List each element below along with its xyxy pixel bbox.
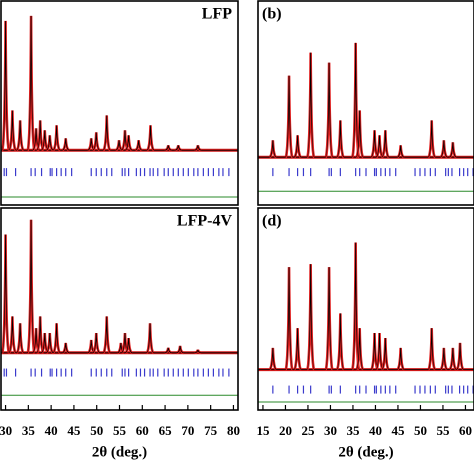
x-tick-label: 70: [181, 423, 194, 438]
peak-calculated: [306, 264, 315, 370]
x-tick-label: 30: [324, 423, 337, 438]
frame: [257, 0, 474, 206]
peak-calculated: [8, 110, 17, 151]
peak-calculated: [456, 342, 464, 370]
peak-calculated: [269, 140, 277, 158]
peak-calculated: [381, 130, 390, 158]
peak-calculated: [92, 333, 101, 354]
x-tick-label: 45: [391, 423, 405, 438]
x-tick-label: 20: [279, 423, 292, 438]
peak-calculated: [427, 120, 436, 158]
peak-calculated: [52, 323, 61, 354]
frame: [257, 207, 474, 411]
x-tick-label: 60: [136, 423, 149, 438]
peak-calculated: [16, 120, 24, 151]
peak-calculated: [285, 267, 294, 370]
peak-calculated: [375, 135, 384, 158]
peak-calculated: [92, 132, 101, 151]
x-axis-label: 2θ (deg.): [338, 444, 393, 460]
peak-calculated: [375, 333, 384, 370]
x-tick-label: 75: [204, 423, 218, 438]
peak-calculated: [396, 347, 405, 370]
panel-label: LFP-4V: [177, 213, 233, 230]
peak-calculated: [325, 267, 334, 370]
peak-calculated: [336, 313, 345, 370]
peak-calculated: [164, 145, 172, 151]
peak-calculated: [62, 138, 70, 151]
x-tick-label: 40: [369, 423, 382, 438]
peak-calculated: [355, 110, 364, 158]
peak-calculated: [16, 323, 24, 354]
peak-calculated: [306, 52, 315, 158]
peak-calculated: [269, 347, 277, 370]
peak-calculated: [27, 15, 36, 151]
peak-calculated: [174, 145, 182, 151]
panel: [258, 242, 474, 403]
peak-calculated: [102, 316, 111, 354]
panel: [1, 219, 238, 396]
frame: [0, 207, 239, 411]
x-tick-label: 80: [227, 423, 240, 438]
x-tick-label: 15: [256, 423, 270, 438]
panel-label: (d): [262, 213, 282, 230]
peak-calculated: [46, 333, 54, 354]
peak-calculated: [336, 120, 345, 158]
peak-calculated: [27, 219, 36, 354]
x-tick-label: 50: [414, 423, 427, 438]
x-tick-label: 25: [301, 423, 315, 438]
peak-calculated: [1, 234, 10, 354]
peak-calculated: [52, 125, 61, 151]
peak-calculated: [396, 145, 405, 158]
x-tick-label: 50: [90, 423, 103, 438]
peak-calculated: [46, 135, 54, 151]
peak-calculated: [285, 75, 294, 158]
x-tick-label: 55: [436, 423, 450, 438]
peak-calculated: [293, 328, 302, 370]
peak-calculated: [62, 342, 70, 354]
x-tick-label: 40: [45, 423, 58, 438]
panel: [258, 42, 474, 192]
x-tick-label: 30: [0, 423, 12, 438]
peak-calculated: [194, 349, 202, 354]
peak-calculated: [381, 338, 390, 370]
peak-calculated: [1, 20, 10, 151]
peak-calculated: [427, 328, 436, 370]
peak-calculated: [124, 135, 133, 151]
x-tick-label: 35: [346, 423, 360, 438]
peak-calculated: [449, 347, 457, 370]
peak-calculated: [176, 345, 184, 354]
peak-calculated: [134, 140, 143, 151]
x-tick-label: 55: [113, 423, 127, 438]
peak-calculated: [102, 115, 111, 151]
peak-calculated: [146, 323, 154, 354]
peak-calculated: [164, 347, 172, 354]
panel-label: LFP: [202, 6, 232, 23]
peak-calculated: [355, 328, 364, 370]
x-tick-label: 35: [22, 423, 36, 438]
panel: [1, 15, 238, 198]
frame: [0, 0, 239, 206]
panel-label: (b): [262, 6, 282, 23]
peak-calculated: [115, 140, 123, 151]
peak-calculated: [440, 140, 448, 158]
x-tick-label: 60: [459, 423, 472, 438]
peak-calculated: [293, 135, 302, 158]
peak-calculated: [146, 125, 155, 151]
x-tick-label: 45: [67, 423, 81, 438]
x-tick-label: 65: [159, 423, 173, 438]
peak-calculated: [440, 347, 448, 370]
peak-calculated: [124, 338, 133, 354]
peak-calculated: [194, 145, 202, 151]
peak-calculated: [8, 316, 17, 354]
peak-calculated: [325, 62, 334, 158]
peak-calculated: [449, 142, 457, 158]
x-axis-label: 2θ (deg.): [92, 444, 147, 460]
